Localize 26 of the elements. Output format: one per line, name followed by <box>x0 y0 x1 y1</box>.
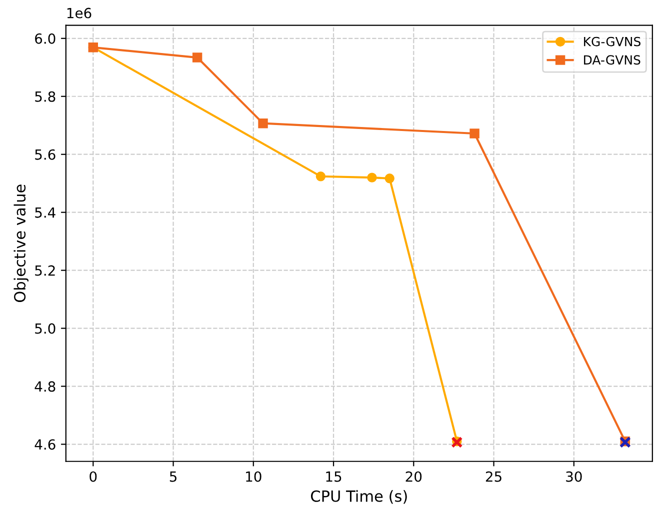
point <box>258 118 268 128</box>
y-tick-label: 5.6 <box>35 149 56 160</box>
y-tick-label: 5.2 <box>35 265 55 276</box>
point <box>470 128 480 138</box>
legend-label: KG-GVNS <box>584 36 640 46</box>
x-axis-title: CPU Time (s) <box>310 490 407 504</box>
y-tick-label: 4.8 <box>34 381 56 392</box>
y-tick-label: 5.0 <box>35 323 56 334</box>
y-tick-label: 4.6 <box>34 439 56 450</box>
point <box>367 172 377 182</box>
legend-label: DA-GVNS <box>584 55 640 65</box>
y-tick-label: 5.8 <box>35 91 56 102</box>
text: 1e6 <box>67 8 92 18</box>
x-tick-label: 10 <box>246 471 262 482</box>
y-tick-label: 6.0 <box>35 33 56 44</box>
x-tick-label: 0 <box>90 471 97 482</box>
x-tick-label: 5 <box>170 472 176 482</box>
x-tick-label: 30 <box>566 471 582 482</box>
point <box>384 174 394 184</box>
y-axis-title: Objective value <box>14 184 29 302</box>
x-tick-label: 15 <box>326 472 342 482</box>
x-tick-label: 25 <box>486 471 502 482</box>
y-tick-label: 5.4 <box>35 207 56 218</box>
point <box>316 172 326 182</box>
x-tick-label: 20 <box>406 471 422 482</box>
point <box>192 52 202 62</box>
